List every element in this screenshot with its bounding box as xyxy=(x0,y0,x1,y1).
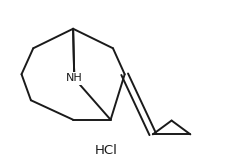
Text: NH: NH xyxy=(66,73,83,83)
Text: HCl: HCl xyxy=(95,144,117,157)
